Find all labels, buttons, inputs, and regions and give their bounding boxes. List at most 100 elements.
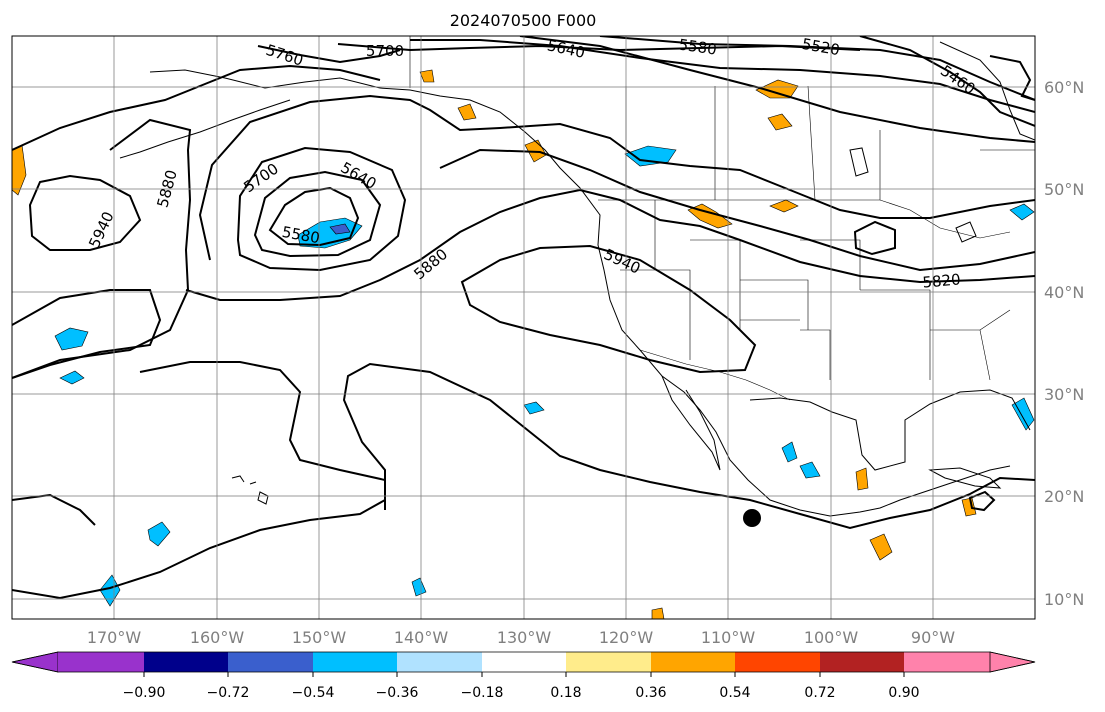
height-contour <box>859 36 1035 127</box>
lon-tick-label: 150°W <box>292 628 347 647</box>
colorbar-tick-label: −0.72 <box>207 685 250 701</box>
lat-tick-label: 50°N <box>1044 180 1084 199</box>
colorbar-tick-label: 0.36 <box>635 685 666 701</box>
height-contour <box>519 36 1035 143</box>
colorbar-bin <box>228 652 313 672</box>
colorbar-tick-label: 0.90 <box>888 685 919 701</box>
colorbar-tick-label: −0.18 <box>461 685 504 701</box>
height-contour-upper-low-5700 <box>236 146 407 272</box>
shaded-area-blue <box>799 461 821 479</box>
lon-tick-label: 130°W <box>497 628 552 647</box>
height-contour-5820-east <box>853 220 896 256</box>
alaska-coast <box>149 69 381 89</box>
colorbar-tick-label: −0.90 <box>123 685 166 701</box>
latitude-labels: 10°N 20°N 30°N 40°N 50°N 60°N <box>1044 78 1084 609</box>
colorbar-extend-high <box>989 651 1036 673</box>
colorbar-bin <box>58 652 144 672</box>
lat-tick-label: 30°N <box>1044 385 1084 404</box>
map-title: 2024070500 F000 <box>450 11 597 30</box>
lon-tick-label: 160°W <box>190 628 245 647</box>
hudson-bay-coast <box>939 41 1035 141</box>
colorbar-bin <box>397 652 482 672</box>
lon-tick-label: 120°W <box>599 628 654 647</box>
height-contour <box>410 39 1035 113</box>
colorbar-bin <box>482 652 566 672</box>
colorbar-bin <box>566 652 651 672</box>
great-lakes <box>849 147 977 243</box>
colorbar-bin <box>820 652 904 672</box>
shaded-area-blue <box>1009 203 1035 221</box>
lon-tick-label: 170°W <box>87 628 142 647</box>
shaded-area-blue <box>523 401 545 415</box>
lon-tick-label: 110°W <box>701 628 756 647</box>
contour-label: 5820 <box>922 270 962 291</box>
colorbar-ticks <box>143 672 905 677</box>
height-contour <box>599 36 1035 101</box>
longitude-labels: 170°W 160°W 150°W 140°W 130°W 120°W 110°… <box>87 628 955 647</box>
height-contour-5880-west <box>12 289 162 379</box>
us-mexico-border <box>639 349 791 401</box>
height-contours <box>12 36 1035 600</box>
shaded-area-blue <box>781 441 798 463</box>
cuba <box>928 467 1002 489</box>
shaded-area-blue <box>1011 397 1035 431</box>
height-contour-5940-caribbean <box>968 490 996 512</box>
contour-label: 5700 <box>366 42 404 60</box>
graticule <box>12 36 1035 619</box>
lon-tick-label: 90°W <box>911 628 955 647</box>
shaded-area-orange <box>869 533 893 561</box>
colorbar-tick-label: −0.54 <box>292 685 335 701</box>
colorbar-bin <box>144 652 228 672</box>
height-contour <box>989 55 1035 101</box>
lat-tick-label: 40°N <box>1044 283 1084 302</box>
contour-label: 5520 <box>801 35 842 59</box>
colorbar-bin <box>735 652 820 672</box>
height-contour <box>257 45 401 64</box>
colorbar-tick-label: 0.18 <box>550 685 581 701</box>
colorbar-tick-label: 0.72 <box>804 685 835 701</box>
shaded-area-blue <box>411 577 427 597</box>
height-contour-5880-subtropical <box>12 362 1035 600</box>
lat-tick-label: 60°N <box>1044 78 1084 97</box>
shaded-area-orange <box>767 113 793 131</box>
height-contour-upper-low-5580 <box>268 186 360 247</box>
lon-tick-label: 140°W <box>394 628 449 647</box>
shaded-area-blue <box>59 370 85 385</box>
colorbar-bin <box>313 652 397 672</box>
height-contour-upper-low-5640 <box>253 170 382 258</box>
shaded-area-blue <box>99 574 121 607</box>
shaded-area-orange <box>769 199 799 213</box>
shaded-area-blue <box>54 327 89 351</box>
lon-tick-label: 100°W <box>804 628 859 647</box>
shaded-area-orange <box>755 79 799 99</box>
colorbar-bin <box>904 652 990 672</box>
shaded-area-blue <box>624 145 677 167</box>
height-contour-5940-pacific <box>12 361 386 526</box>
colorbar-bin <box>651 652 735 672</box>
aleutian-islands <box>119 99 291 159</box>
coastlines <box>119 41 1035 517</box>
gulf-of-mexico-coast <box>749 389 1031 471</box>
shaded-area-orange <box>457 103 477 121</box>
colorbar-tick-label: 0.54 <box>719 685 750 701</box>
shaded-area-blue <box>147 521 171 547</box>
colorbar: −0.90 −0.72 −0.54 −0.36 −0.18 0.18 0.36 … <box>11 651 1036 701</box>
hawaiian-islands <box>231 475 269 505</box>
shaded-area-orange <box>651 607 665 619</box>
lat-tick-label: 10°N <box>1044 590 1084 609</box>
height-contour-5940-west <box>28 174 142 251</box>
contour-label: 5580 <box>678 35 718 58</box>
colorbar-extend-low <box>11 651 59 673</box>
lat-tick-label: 20°N <box>1044 487 1084 506</box>
baja-california <box>661 375 721 471</box>
colorbar-tick-label: −0.36 <box>376 685 419 701</box>
shaded-area-orange <box>419 69 435 83</box>
shaded-area-purple <box>329 223 351 235</box>
storm-center-marker <box>743 509 761 527</box>
height-contour-5820 <box>12 64 1035 272</box>
colorbar-outline <box>11 651 1036 673</box>
shaded-anomaly-areas <box>12 69 1035 619</box>
height-contour-upper-low-5760 <box>198 94 1035 261</box>
height-contour-5940-ridge <box>460 244 757 374</box>
